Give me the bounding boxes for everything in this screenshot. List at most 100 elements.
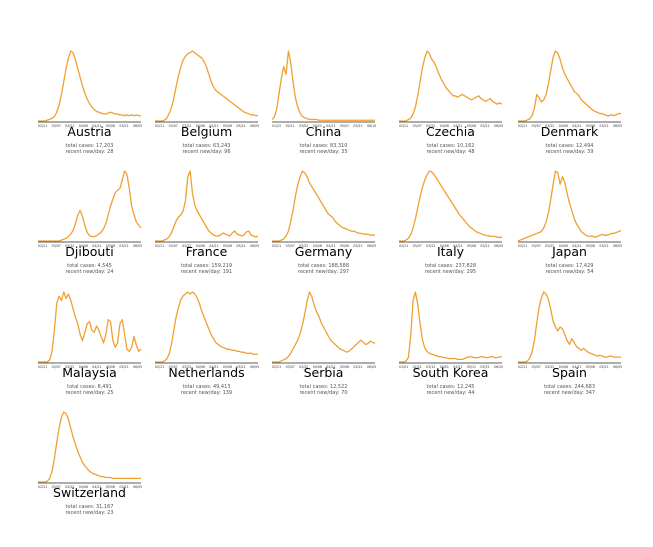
total-cases: total cases: 4,545 <box>67 263 112 269</box>
x-tick-label: 03/22 <box>182 244 191 248</box>
recent-new-per-day: recent new/day: 28 <box>65 149 114 155</box>
x-tick-label: 03/07 <box>52 124 61 128</box>
x-tick-label: 03/07 <box>52 485 61 489</box>
x-tick-label: 05/21 <box>599 365 608 369</box>
x-tick-label: 03/07 <box>532 365 541 369</box>
chart-plot: 02/21 03/07 03/22 04/06 04/21 05/06 05/21 06/05 <box>38 50 142 128</box>
x-tick-label: 03/22 <box>426 244 435 248</box>
x-tick-label: 03/22 <box>65 365 74 369</box>
series-line <box>38 170 142 242</box>
x-tick-label: 03/07 <box>169 365 178 369</box>
recent-new-per-day: recent new/day: 23 <box>65 510 114 516</box>
x-tick-label: 02/21 <box>38 124 47 128</box>
chart-plot: 02/21 03/07 03/22 04/06 04/21 05/06 05/21 06/05 <box>518 50 622 128</box>
series-line <box>517 170 622 242</box>
x-tick-label: 02/21 <box>155 244 164 248</box>
x-tick-label: 05/21 <box>119 244 128 248</box>
x-tick-label: 05/06 <box>340 365 349 369</box>
series-line <box>271 50 375 121</box>
country-name: Netherlands <box>168 365 245 380</box>
chart-plot: 02/21 03/07 03/22 04/06 04/21 05/06 05/21 06/05 <box>155 291 259 369</box>
x-tick-label: 03/07 <box>532 124 541 128</box>
x-tick-label: 05/11 <box>467 365 476 369</box>
country-name: South Korea <box>412 365 489 380</box>
x-tick-label: 05/21 <box>599 124 608 128</box>
x-tick-label: 02/21 <box>38 244 47 248</box>
total-cases: total cases: 188,588 <box>297 263 350 269</box>
x-tick-label: 04/06 <box>79 365 88 369</box>
x-tick-label: 02/21 <box>272 365 281 369</box>
x-tick-label: 06/05 <box>133 485 142 489</box>
chart-plot: 02/21 03/07 03/22 04/06 04/21 05/06 05/21 06/05 <box>272 170 376 248</box>
x-tick-label: 06/05 <box>367 365 376 369</box>
total-cases: total cases: 159,219 <box>180 263 233 269</box>
recent-new-per-day: recent new/day: 35 <box>299 149 348 155</box>
country-name: Italy <box>436 244 465 259</box>
x-tick-label: 01/22 <box>272 124 281 128</box>
x-tick-label: 03/07 <box>52 244 61 248</box>
x-tick-label: 06/05 <box>133 244 142 248</box>
x-tick-label: 05/06 <box>106 244 115 248</box>
chart-panel-belgium: 02/21 03/07 03/22 04/06 04/21 05/06 05/21 06/05… <box>155 42 275 167</box>
total-cases: total cases: 31,167 <box>65 504 114 510</box>
x-tick-label: 03/07 <box>169 244 178 248</box>
x-tick-label: 06/05 <box>250 244 259 248</box>
chart-plot: 02/21 03/07 03/22 04/06 04/21 05/06 05/21 06/05 <box>155 170 259 248</box>
x-tick-label: 03/22 <box>545 365 554 369</box>
total-cases: total cases: 244,683 <box>543 384 596 390</box>
country-name: Spain <box>552 365 587 380</box>
chart-panel-spain: 02/21 03/07 03/22 04/06 04/21 05/06 05/21 06/05… <box>518 283 638 408</box>
total-cases: total cases: 49,413 <box>182 384 231 390</box>
series-line <box>272 291 376 363</box>
x-tick-label: 05/21 <box>353 244 362 248</box>
x-tick-label: 02/21 <box>38 365 47 369</box>
country-name: Germany <box>294 244 353 259</box>
series-line <box>399 291 502 363</box>
x-tick-label: 04/21 <box>92 365 101 369</box>
x-tick-label: 02/21 <box>413 365 422 369</box>
x-tick-label: 05/21 <box>480 124 489 128</box>
x-tick-label: 04/21 <box>92 124 101 128</box>
recent-new-per-day: recent new/day: 39 <box>545 149 594 155</box>
x-tick-label: 06/05 <box>133 365 142 369</box>
recent-new-per-day: recent new/day: 24 <box>65 269 114 275</box>
x-tick-label: 03/07 <box>52 365 61 369</box>
chart-panel-austria: 02/21 03/07 03/22 04/06 04/21 05/06 05/21 06/05… <box>38 42 158 167</box>
country-name: Denmark <box>540 124 599 139</box>
x-tick-label: 05/21 <box>236 365 245 369</box>
series-line <box>155 291 258 363</box>
x-tick-label: 04/06 <box>79 124 88 128</box>
x-tick-label: 05/06 <box>223 244 232 248</box>
recent-new-per-day: recent new/day: 70 <box>299 390 348 396</box>
x-tick-label: 02/21 <box>518 244 527 248</box>
x-tick-label: 04/06 <box>79 485 88 489</box>
chart-panel-czechia: 02/21 03/07 03/22 04/06 04/21 05/06 05/21 06/05… <box>399 42 519 167</box>
x-tick-label: 05/06 <box>223 124 232 128</box>
total-cases: total cases: 12,245 <box>426 384 475 390</box>
x-tick-label: 03/22 <box>182 124 191 128</box>
x-tick-label: 05/06 <box>106 485 115 489</box>
chart-plot: 01/01 02/21 03/12 04/01 04/21 05/11 05/31 06/20 <box>399 291 503 369</box>
x-tick-label: 06/05 <box>613 365 622 369</box>
x-tick-label: 04/06 <box>559 244 568 248</box>
series-line <box>518 291 621 363</box>
x-tick-label: 05/21 <box>119 485 128 489</box>
country-name: Djibouti <box>65 244 114 259</box>
x-tick-label: 04/06 <box>559 365 568 369</box>
x-tick-label: 04/21 <box>572 244 581 248</box>
x-tick-label: 04/06 <box>196 365 205 369</box>
x-tick-label: 04/06 <box>313 244 322 248</box>
x-tick-label: 06/05 <box>367 244 376 248</box>
chart-panel-south-korea: 01/01 02/21 03/12 04/01 04/21 05/11 05/31 06/20… <box>399 283 519 408</box>
country-name: Serbia <box>303 365 344 380</box>
country-name: Japan <box>552 244 587 259</box>
x-tick-label: 05/21 <box>236 124 245 128</box>
x-tick-label: 05/21 <box>353 365 362 369</box>
chart-plot: 02/21 03/07 03/22 04/06 04/21 05/06 05/21 06/05 <box>518 291 622 369</box>
x-tick-label: 02/11 <box>286 124 295 128</box>
x-tick-label: 02/21 <box>272 244 281 248</box>
series-line <box>155 170 259 242</box>
chart-plot: 02/21 03/07 03/22 04/06 04/21 05/06 05/21 06/05 <box>272 291 376 369</box>
x-tick-label: 03/22 <box>545 244 554 248</box>
